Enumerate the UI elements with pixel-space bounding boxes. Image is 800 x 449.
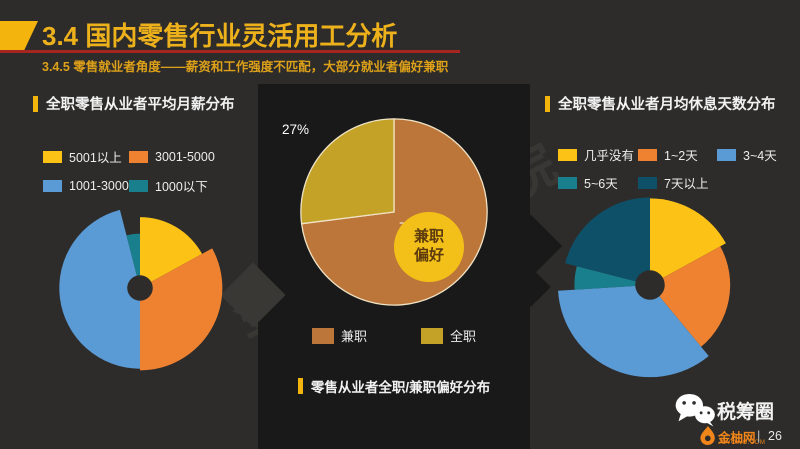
- legend-label: 全职: [450, 329, 477, 344]
- preference-pct-fulltime: 27%: [282, 122, 310, 137]
- legend-label: 3001-5000: [155, 149, 215, 164]
- page-number: 26: [768, 429, 782, 443]
- legend-label: 5~6天: [584, 177, 618, 191]
- salary-legend: 5001以上 3001-5000 1001-3000 1000以下: [43, 147, 215, 195]
- legend-label: 几乎没有: [584, 149, 635, 163]
- legend-item: 7天以上: [638, 173, 717, 192]
- preference-legend: 兼职 全职: [258, 326, 530, 345]
- legend-item: 5001以上: [43, 147, 129, 166]
- salary-pie-svg: [59, 209, 223, 371]
- legend-label: 1001-3000: [69, 178, 129, 193]
- legend-label: 1~2天: [664, 149, 698, 163]
- brand-name: 金柚网: [718, 431, 756, 445]
- brand-flame-icon: [699, 426, 716, 445]
- brand-domain: JOYOWO.COM: [718, 440, 766, 446]
- title-underline: [0, 50, 460, 53]
- restdays-title-accent-bar: [545, 95, 550, 112]
- wechat-account-name: 税筹圈: [717, 402, 775, 423]
- restdays-pie-svg: [558, 197, 731, 378]
- preference-pie-svg: [300, 118, 488, 306]
- legend-swatch: [558, 148, 577, 161]
- salary-panel-title: 全职零售从业者平均月薪分布: [33, 93, 235, 114]
- legend-swatch: [638, 148, 657, 161]
- header-accent-shape: [0, 21, 38, 50]
- restdays-panel-title: 全职零售从业者月均休息天数分布: [545, 93, 776, 114]
- preference-caption: 零售从业者全职/兼职偏好分布: [258, 376, 530, 396]
- legend-swatch: [129, 179, 148, 192]
- page-divider: |: [757, 428, 761, 443]
- legend-swatch: [43, 179, 62, 192]
- legend-item: 1000以下: [129, 176, 215, 195]
- restdays-legend: 几乎没有 1~2天 3~4天 5~6天 7天以上: [558, 145, 777, 192]
- legend-swatch: [558, 176, 577, 189]
- page-subtitle: 3.4.5 零售就业者角度——薪资和工作强度不匹配，大部分就业者偏好兼职: [42, 60, 449, 74]
- restdays-pie-chart: [556, 191, 744, 379]
- legend-swatch: [421, 327, 443, 344]
- legend-label: 3~4天: [743, 149, 777, 163]
- legend-swatch: [43, 150, 62, 163]
- legend-item: 几乎没有: [558, 145, 638, 164]
- legend-swatch: [638, 176, 657, 189]
- center-badge-line2: 偏好: [413, 247, 444, 264]
- wechat-icon: [674, 393, 716, 427]
- legend-label: 1000以下: [155, 180, 208, 194]
- legend-item: 1001-3000: [43, 176, 129, 195]
- legend-swatch: [717, 148, 736, 161]
- legend-label: 兼职: [340, 329, 367, 344]
- legend-item: 3001-5000: [129, 147, 215, 166]
- preference-center-badge: 兼职 偏好: [394, 212, 464, 282]
- salary-pie-chart: [56, 204, 224, 372]
- legend-label: 5001以上: [69, 151, 122, 165]
- legend-item: 全职: [421, 326, 476, 345]
- center-badge-line1: 兼职: [413, 228, 444, 246]
- caption-accent-bar: [297, 378, 303, 394]
- legend-swatch: [311, 327, 334, 344]
- salary-title-accent-bar: [33, 95, 38, 112]
- legend-label: 7天以上: [664, 177, 709, 191]
- preference-pie-chart: [299, 117, 489, 307]
- salary-title-text: 全职零售从业者平均月薪分布: [46, 97, 235, 113]
- page-title: 3.4 国内零售行业灵活用工分析: [42, 21, 398, 51]
- legend-swatch: [129, 150, 148, 163]
- legend-item: 1~2天: [638, 145, 717, 164]
- legend-item: 3~4天: [717, 145, 777, 164]
- legend-item: 兼职: [311, 326, 367, 345]
- caption-text: 零售从业者全职/兼职偏好分布: [310, 380, 491, 395]
- restdays-title-text: 全职零售从业者月均休息天数分布: [558, 97, 776, 113]
- legend-item: 5~6天: [558, 173, 638, 192]
